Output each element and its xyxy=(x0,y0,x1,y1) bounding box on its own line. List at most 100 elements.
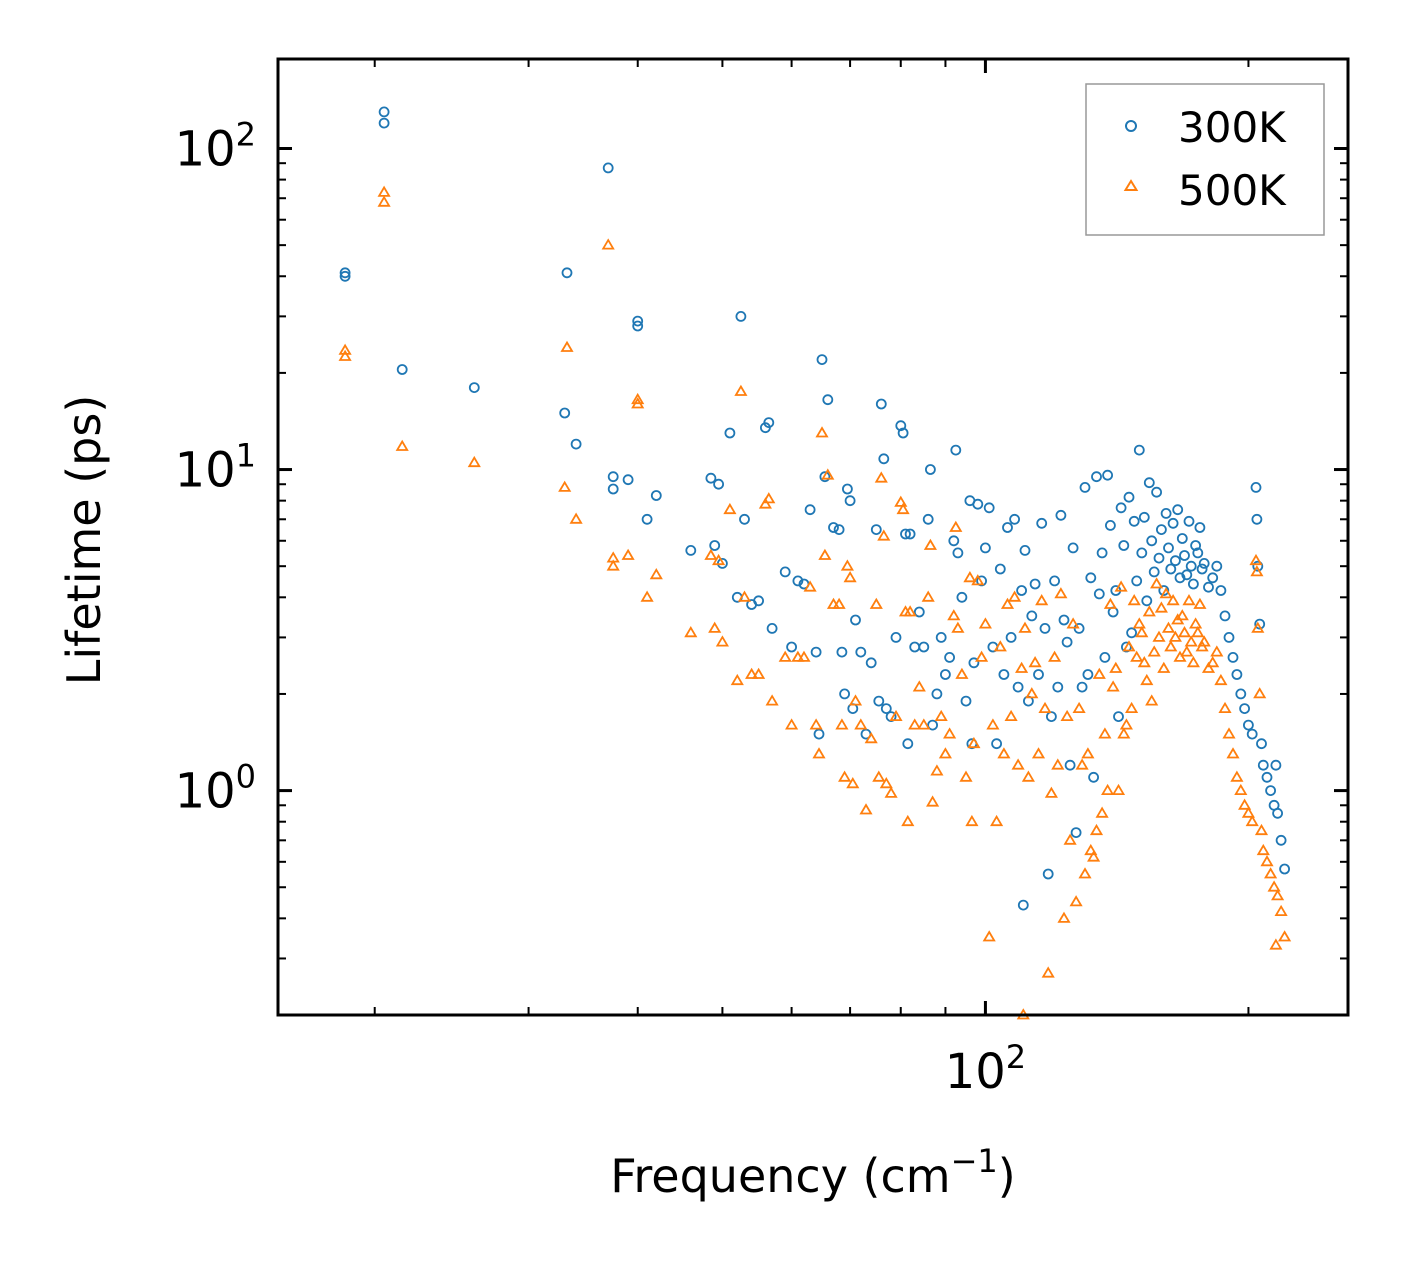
point-500k xyxy=(745,667,759,679)
point-300k xyxy=(1198,558,1210,569)
point-300k xyxy=(968,657,980,669)
point-300k xyxy=(1219,610,1231,622)
x-tick-label: 102 xyxy=(945,1038,1026,1100)
point-500k xyxy=(1191,626,1205,638)
point-300k xyxy=(804,504,816,516)
point-500k xyxy=(1180,645,1194,657)
point-500k xyxy=(338,349,352,361)
point-300k xyxy=(878,453,890,465)
point-500k xyxy=(1084,843,1098,856)
point-300k xyxy=(873,695,885,707)
point-500k xyxy=(1130,650,1144,662)
point-500k xyxy=(951,621,965,633)
legend-marker-300k xyxy=(1125,120,1137,132)
series-300k xyxy=(339,106,1290,911)
point-500k xyxy=(1101,783,1115,795)
point-300k xyxy=(1019,545,1031,556)
point-300k xyxy=(1128,515,1140,527)
point-500k xyxy=(1048,650,1062,662)
point-500k xyxy=(1164,640,1178,652)
point-300k xyxy=(844,495,856,507)
point-500k xyxy=(1166,594,1180,606)
point-300k xyxy=(1017,899,1029,911)
point-300k xyxy=(948,535,960,547)
point-500k xyxy=(1119,718,1133,730)
point-500k xyxy=(1152,630,1166,642)
point-300k xyxy=(1203,581,1214,593)
point-300k xyxy=(1115,502,1127,514)
point-300k xyxy=(1192,547,1204,559)
point-500k xyxy=(990,814,1004,827)
point-300k xyxy=(339,270,351,282)
point-500k xyxy=(1127,594,1141,606)
point-500k xyxy=(872,770,886,782)
point-300k xyxy=(1070,827,1082,838)
point-300k xyxy=(1194,522,1206,533)
point-300k xyxy=(956,591,968,603)
point-500k xyxy=(1142,605,1156,617)
point-300k xyxy=(339,267,351,279)
point-300k xyxy=(897,427,909,439)
point-300k xyxy=(1064,759,1076,771)
point-500k xyxy=(864,732,878,744)
point-500k xyxy=(997,747,1011,759)
point-500k xyxy=(901,814,915,827)
point-500k xyxy=(1154,601,1168,613)
point-500k xyxy=(971,574,985,586)
point-500k xyxy=(1269,938,1283,950)
point-500k xyxy=(1018,621,1032,633)
point-300k xyxy=(561,267,573,279)
point-500k xyxy=(1226,747,1240,759)
point-300k xyxy=(895,420,907,432)
point-500k xyxy=(1184,635,1198,647)
y-axis-label: Lifetime (ps) xyxy=(57,395,111,686)
point-500k xyxy=(1234,783,1248,795)
point-500k xyxy=(684,626,698,638)
point-300k xyxy=(810,646,822,658)
point-500k xyxy=(917,718,931,730)
series-500k xyxy=(338,185,1292,1020)
point-300k xyxy=(1026,610,1038,622)
point-300k xyxy=(1133,444,1145,456)
point-300k xyxy=(705,472,717,484)
point-300k xyxy=(902,738,914,750)
point-300k xyxy=(855,646,867,658)
y-tick-label: 101 xyxy=(175,437,256,499)
point-500k xyxy=(1004,709,1018,721)
point-300k xyxy=(1251,513,1263,525)
point-300k xyxy=(1039,623,1051,634)
point-500k xyxy=(762,492,776,504)
point-500k xyxy=(1069,895,1083,907)
point-300k xyxy=(842,483,853,495)
point-300k xyxy=(900,528,911,540)
point-300k xyxy=(1279,863,1290,875)
point-300k xyxy=(1165,563,1177,575)
point-500k xyxy=(1109,661,1123,673)
point-300k xyxy=(1088,771,1099,783)
point-500k xyxy=(730,673,744,686)
point-500k xyxy=(959,770,973,782)
point-500k xyxy=(1245,814,1259,827)
point-500k xyxy=(1132,617,1146,629)
point-500k xyxy=(993,640,1007,652)
point-300k xyxy=(870,524,882,535)
point-500k xyxy=(797,650,811,662)
point-500k xyxy=(1267,880,1281,892)
point-500k xyxy=(1150,577,1164,589)
point-500k xyxy=(874,471,888,483)
point-300k xyxy=(1181,569,1193,581)
point-300k xyxy=(1012,681,1024,693)
point-300k xyxy=(622,474,634,486)
point-300k xyxy=(632,315,644,327)
point-500k xyxy=(832,597,846,609)
point-500k xyxy=(752,667,766,679)
point-300k xyxy=(1036,517,1048,529)
point-300k xyxy=(940,669,951,680)
point-300k xyxy=(885,711,897,722)
point-500k xyxy=(1111,783,1126,795)
point-300k xyxy=(828,522,839,533)
point-500k xyxy=(1087,850,1101,862)
point-300k xyxy=(1250,481,1262,493)
point-300k xyxy=(607,483,619,495)
point-300k xyxy=(1005,632,1017,643)
